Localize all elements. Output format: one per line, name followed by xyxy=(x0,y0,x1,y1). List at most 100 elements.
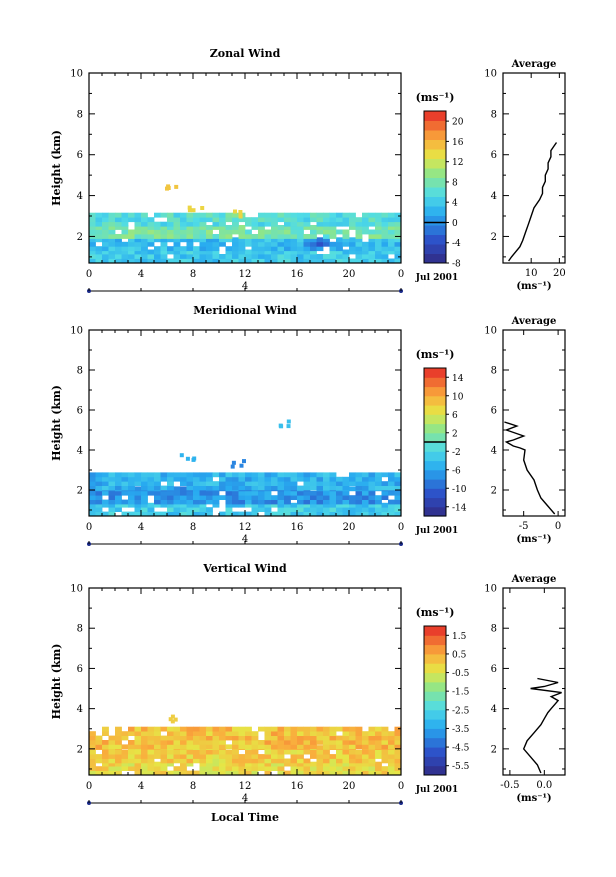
heatmap-cell xyxy=(193,246,200,252)
heatmap-cell xyxy=(89,249,96,255)
heatmap-cell xyxy=(206,237,213,243)
heatmap-cell xyxy=(271,511,278,517)
heatmap-cell xyxy=(245,731,252,736)
heatmap-cell xyxy=(199,246,207,252)
colorbar-segment xyxy=(424,158,446,169)
colorbar-segment xyxy=(424,451,446,462)
heatmap-cell xyxy=(329,212,337,218)
heatmap-cell xyxy=(102,212,109,218)
heatmap-cell xyxy=(368,507,376,512)
heatmap-cell xyxy=(310,726,317,732)
heatmap-cell xyxy=(375,766,382,771)
heatmap-cell xyxy=(290,754,298,759)
heatmap-cell xyxy=(329,735,337,741)
heatmap-cell xyxy=(95,770,103,776)
heatmap-cell xyxy=(368,472,376,478)
heatmap-cell xyxy=(212,740,220,745)
heatmap-cell xyxy=(284,476,291,482)
heatmap-cell xyxy=(375,225,382,230)
heatmap-cell xyxy=(212,249,220,255)
heatmap-cell xyxy=(95,225,103,230)
heatmap-cell xyxy=(297,246,304,252)
colorbar-segment xyxy=(424,488,446,499)
heatmap-cell xyxy=(232,766,239,771)
heatmap-cell xyxy=(258,744,265,750)
heatmap-cell xyxy=(187,208,192,213)
heatmap-cell xyxy=(329,731,337,736)
heatmap-cell xyxy=(323,749,330,755)
heatmap-cell xyxy=(290,246,298,252)
heatmap-cell xyxy=(232,758,239,764)
heatmap-cell xyxy=(128,476,135,482)
heatmap-cell xyxy=(310,212,317,218)
x-tick-label: 20 xyxy=(343,781,356,792)
heatmap-cell xyxy=(225,766,233,771)
heatmap-cell xyxy=(375,495,382,500)
heatmap-cell xyxy=(167,502,174,508)
heatmap-cell xyxy=(310,229,317,235)
heatmap-cell xyxy=(167,511,174,517)
colorbar-tick-label: 16 xyxy=(452,138,464,148)
heatmap-cell xyxy=(141,761,148,767)
heatmap-cell xyxy=(368,726,376,732)
colorbar-tick-label: 0.5 xyxy=(452,650,467,660)
heatmap-cell xyxy=(394,229,402,235)
heatmap-cell xyxy=(258,740,265,745)
heatmap-cell xyxy=(316,221,324,227)
y-tick-label: 10 xyxy=(70,69,83,80)
heatmap-cell xyxy=(180,472,187,478)
heatmap-cell xyxy=(193,217,200,223)
heatmap-cell xyxy=(173,221,181,227)
heatmap-cell xyxy=(245,761,252,767)
heatmap-cell xyxy=(147,749,155,755)
y-tick-label: 4 xyxy=(77,191,83,202)
heatmap-cell xyxy=(238,499,246,505)
heatmap-cell xyxy=(128,502,135,508)
heatmap-cell xyxy=(115,246,122,252)
heatmap-cell xyxy=(115,766,122,771)
heatmap-cell xyxy=(193,212,200,218)
heatmap-cell xyxy=(185,456,190,461)
heatmap-cell xyxy=(95,485,103,491)
heatmap-cell xyxy=(134,246,142,252)
heatmap-cell xyxy=(297,758,304,764)
heatmap-cell xyxy=(160,502,168,508)
heatmap-cell xyxy=(180,246,187,252)
heatmap-cell xyxy=(128,499,135,505)
heatmap-cell xyxy=(193,237,200,243)
heatmap-cell xyxy=(349,246,356,252)
heatmap-cell xyxy=(342,758,350,764)
heatmap-cell xyxy=(323,499,330,505)
heatmap-cell xyxy=(108,476,116,482)
heatmap-cell xyxy=(147,241,155,247)
heatmap-cell xyxy=(271,731,278,736)
heatmap-cell xyxy=(199,217,207,223)
heatmap-cell xyxy=(108,249,116,255)
heatmap-cell xyxy=(336,258,343,264)
heatmap-cell xyxy=(238,241,246,247)
heatmap-cell xyxy=(297,225,304,230)
heatmap-cell xyxy=(173,495,181,500)
heatmap-cell xyxy=(141,758,148,764)
heatmap-cell xyxy=(199,754,207,759)
y-tick-label: 6 xyxy=(77,406,83,417)
heatmap-cell xyxy=(134,507,142,512)
heatmap-cell xyxy=(167,749,174,755)
heatmap-cell xyxy=(264,749,272,755)
heatmap-cell xyxy=(277,476,285,482)
heatmap-cell xyxy=(199,221,207,227)
colorbar-tick-label: 4 xyxy=(452,199,458,209)
heatmap-cell xyxy=(342,481,350,486)
heatmap-cell xyxy=(225,770,233,776)
heatmap-cell xyxy=(206,472,213,478)
heatmap-cell xyxy=(271,749,278,755)
heatmap-cell xyxy=(147,254,155,259)
heatmap-cell xyxy=(232,237,239,243)
heatmap-cell xyxy=(323,476,330,482)
heatmap-cell xyxy=(193,254,200,259)
heatmap-cell xyxy=(329,249,337,255)
heatmap-cell xyxy=(128,754,135,759)
heatmap-cell xyxy=(186,490,194,496)
heatmap-cell xyxy=(277,485,285,491)
